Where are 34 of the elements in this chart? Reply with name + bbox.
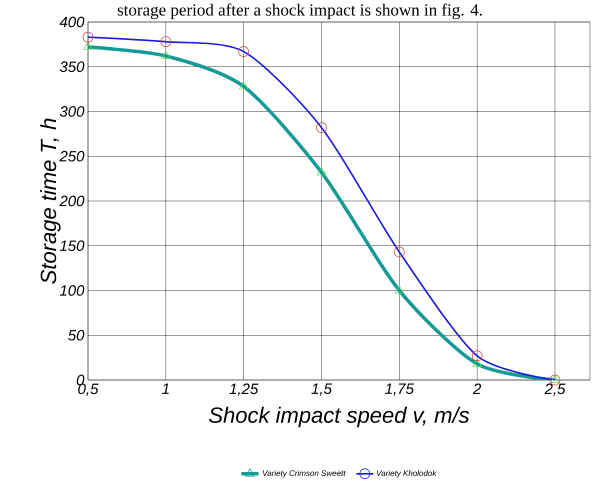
y-axis-title: Storage time T, h [40,118,61,284]
point [238,81,248,90]
y-tick-label: 100 [60,285,84,296]
point [82,32,94,43]
x-tick-label: 1,75 [385,384,414,396]
y-tick-label: 350 [60,61,84,72]
text: storage period after a shock impact is shown in fig. 4. [118,4,482,20]
y-tick-label: 250 [59,150,84,162]
x-tick-label: 2 [472,384,482,394]
point [238,46,250,57]
point [550,374,560,383]
point [394,246,405,258]
y-tick-label: 200 [59,196,84,206]
x-tick-label: 2,5 [544,384,566,396]
y-tick-label: 50 [68,330,84,341]
y-tick-label: 150 [60,240,84,252]
point [160,36,172,48]
y-tick-label: 300 [60,106,84,117]
y-tick-label: 0 [76,374,84,386]
legend-label: Variety Kholodok [376,470,437,478]
point [394,285,404,294]
x-tick-label: 1,25 [229,384,258,396]
point [472,358,482,367]
point [316,167,326,176]
point [316,122,327,133]
point [83,42,93,50]
x-axis-title: Shock impact speed v, m/s [209,406,470,428]
y-tick-label: 400 [60,16,84,28]
legend-label: Variety Crimson Sweett [262,470,346,478]
point [161,50,171,59]
x-tick-label: 1 [162,384,169,394]
point [472,350,482,362]
x-tick-label: 0,5 [78,384,98,396]
x-tick-label: 1,5 [311,384,332,396]
